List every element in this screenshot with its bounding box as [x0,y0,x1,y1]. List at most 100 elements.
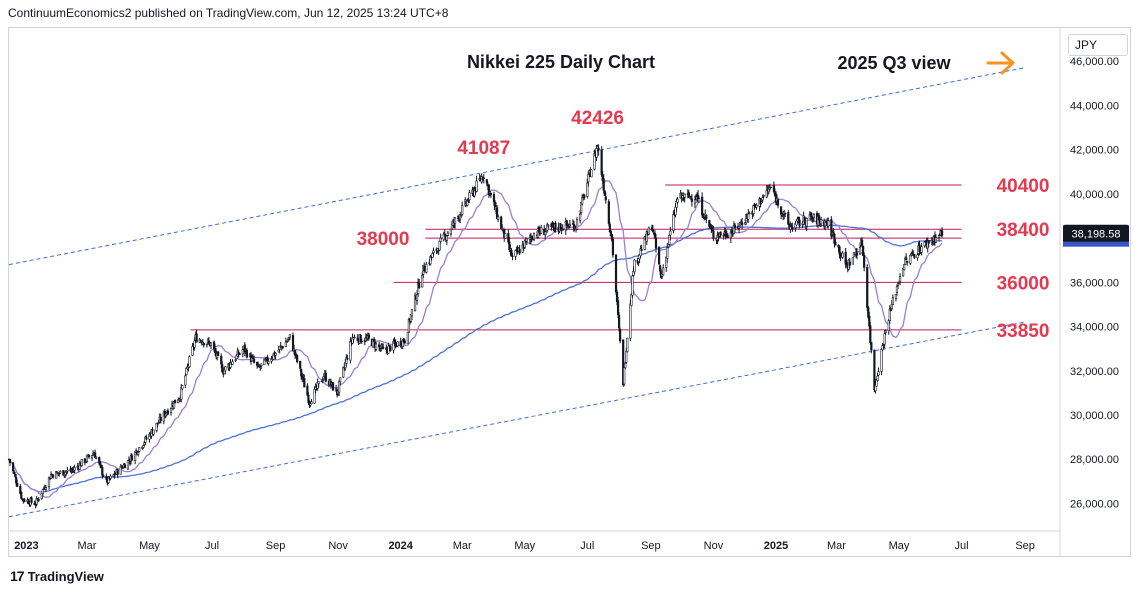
candle-body [20,492,23,499]
candle-body [633,259,636,273]
x-tick-label: Nov [704,540,724,552]
candle-body [252,358,256,363]
candle-body [95,457,98,459]
x-tick-label: 2025 [764,540,788,552]
x-tick-label: 2024 [388,540,413,552]
x-tick-label: Mar [453,540,472,552]
candle-body [877,371,880,376]
candle-body [410,309,414,317]
candle-body [109,475,112,479]
candle-body [888,308,891,321]
candle-body [35,498,38,505]
candle-body [676,198,679,203]
candle-body [504,233,507,239]
footer-brand-label: TradingView [27,568,104,584]
candle-body [487,184,490,195]
candle-body [787,212,790,225]
candle-body [803,216,806,223]
candle-body [303,378,306,388]
candle-body [657,246,661,265]
candle-body [895,286,899,293]
candle-body [869,325,872,343]
candle-body [666,247,669,259]
x-tick-label: Mar [77,540,96,552]
candle-body [195,333,198,343]
candle-body [581,197,584,205]
candle-body [199,340,202,342]
candle-body [532,233,536,240]
last-price-tag [1063,224,1129,243]
candle-body [659,265,662,272]
candle-body [331,382,335,391]
candle-body [8,458,12,464]
footer-brand: 17 TradingView [10,568,104,584]
candle-body [152,429,155,435]
x-tick-label: Nov [328,540,348,552]
candle-body [845,262,848,266]
candle-body [403,340,406,344]
currency-selector[interactable]: JPY [1068,34,1128,56]
candle-body [421,275,424,288]
candle-body [712,230,715,239]
candle-body [761,197,764,201]
candle-body [317,381,320,385]
candle-body [625,351,628,363]
candle-body [805,218,808,227]
candle-body [174,399,177,404]
candle-body [898,276,902,282]
candle-body [784,212,787,215]
candle-body [690,198,693,202]
candle-body [719,231,722,236]
candle-body [396,341,399,347]
candle-body [511,255,514,258]
candle-body [600,149,603,175]
level-label: 38000 [357,229,410,250]
candle-body [443,233,446,236]
candle-body [102,475,105,477]
candle-body [321,379,324,381]
candle-body [701,196,704,216]
candle-body [130,455,134,461]
candle-body [586,182,589,197]
candle-body [590,169,593,178]
candle-body [583,194,586,199]
candle-body [310,401,313,405]
candle-body [193,340,196,348]
y-tick-label: 40,000.00 [1070,189,1119,201]
candle-body [863,254,866,268]
y-tick-label: 44,000.00 [1070,100,1119,112]
candle-body [51,474,55,478]
candle-body [59,470,62,474]
candle-body [489,192,493,195]
candle-body [188,356,191,368]
candle-body [209,342,213,346]
candle-body [880,348,883,372]
x-tick-label: May [889,540,910,552]
y-tick-label: 28,000.00 [1070,454,1119,466]
candle-body [66,469,69,472]
candle-body [626,337,629,353]
candle-body [166,410,170,415]
candle-body [47,477,51,488]
candle-body [461,205,464,215]
candle-body [274,352,277,356]
candle-body [654,237,658,249]
candle-body [575,219,579,230]
candle-body [353,336,356,339]
candle-body [604,196,607,201]
candle-body [812,214,816,218]
candle-body [123,464,126,469]
candle-body [669,230,672,236]
moving-average-layer [8,180,943,498]
candle-body [903,264,906,270]
candle-body [23,499,26,502]
candle-body [418,282,421,289]
candle-body [99,461,102,465]
channel-line [8,67,1025,266]
candle-body [672,213,675,231]
x-tick-label: Sep [641,540,661,552]
candle-body [817,215,821,221]
candle-body [617,314,621,329]
channel-layer [8,67,1025,518]
